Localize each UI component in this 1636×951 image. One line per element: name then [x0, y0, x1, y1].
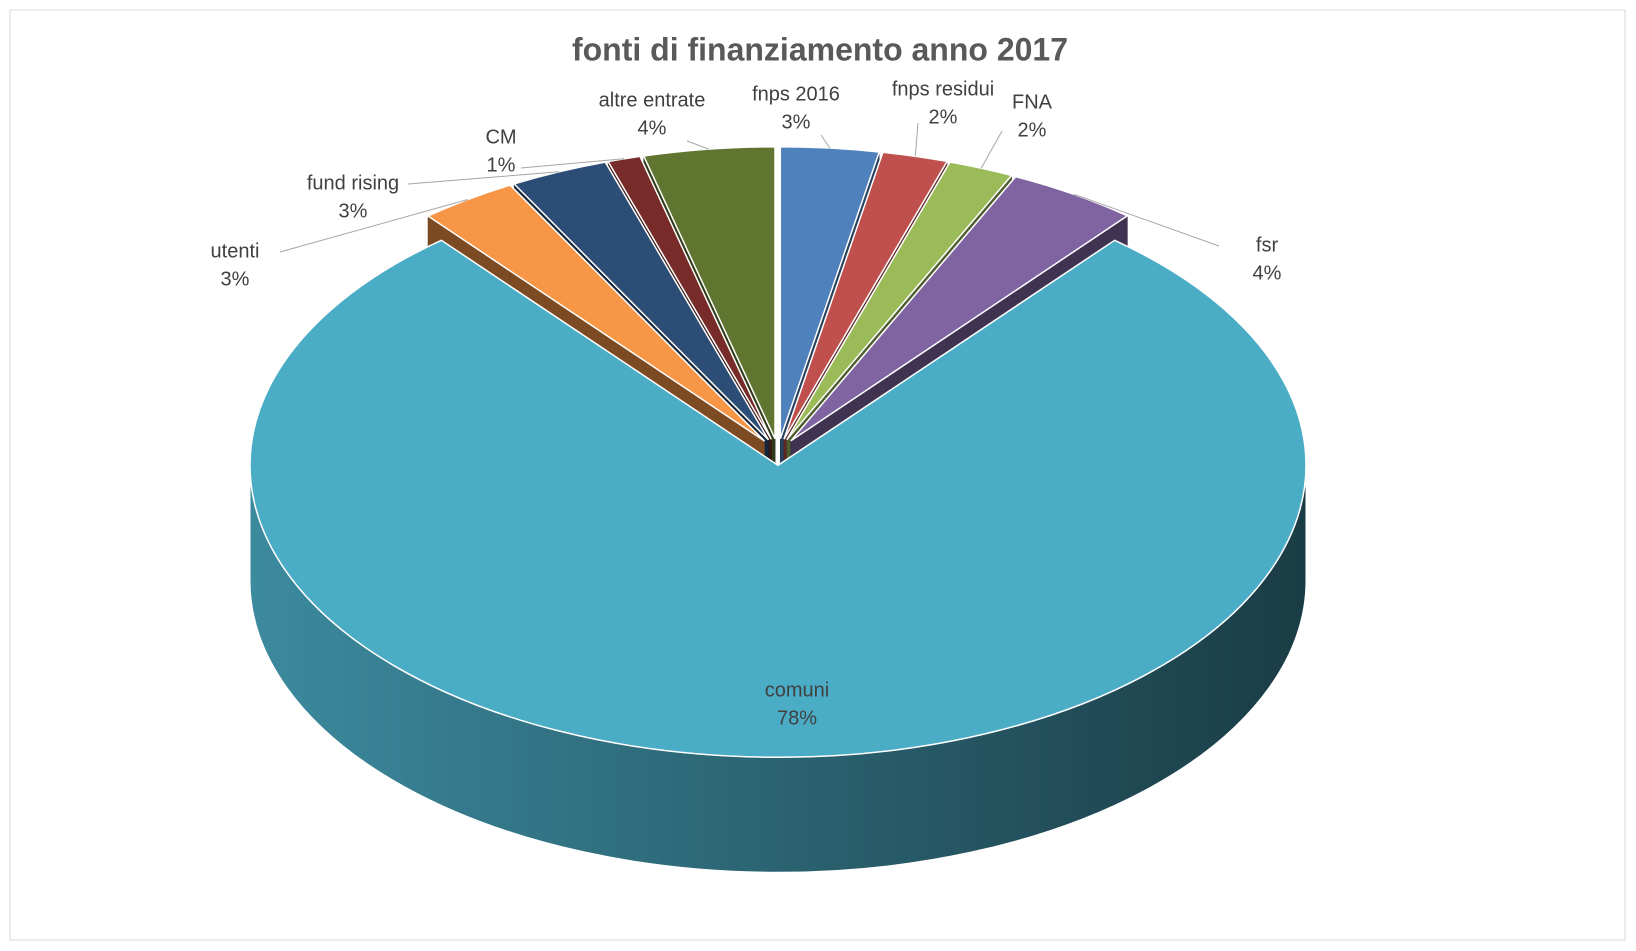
slice-top: [642, 146, 776, 440]
data-label-name: fnps 2016: [752, 83, 840, 105]
data-label-value: 3%: [782, 111, 811, 133]
leader-line: [279, 199, 468, 253]
data-label-value: 4%: [638, 117, 667, 139]
labels: fnps 2016 3% fnps residui 2% FNA 2% fsr 4% comun…: [211, 78, 1282, 729]
data-label-name: fund rising: [307, 172, 399, 194]
data-label-value: 2%: [929, 106, 958, 128]
data-label-name: comuni: [765, 679, 829, 701]
leader-line: [407, 171, 559, 185]
leader-line: [1073, 193, 1220, 247]
data-label-name: altre entrate: [599, 89, 706, 111]
leader-line: [914, 122, 919, 157]
slice: [249, 239, 1307, 873]
slice-top: [790, 175, 1129, 442]
slice-top: [249, 239, 1307, 759]
slice-top: [779, 146, 881, 440]
data-label-name: fsr: [1256, 234, 1279, 256]
data-label-name: fnps residui: [892, 78, 994, 100]
leader-line: [980, 130, 1003, 169]
slice-top: [426, 184, 766, 442]
pie: [249, 146, 1307, 873]
data-label-value: 2%: [1018, 119, 1047, 141]
data-label-value: 3%: [339, 200, 368, 222]
data-label-value: 78%: [777, 707, 817, 729]
chart-title: fonti di finanziamento anno 2017: [572, 31, 1068, 67]
data-label-name: CM: [485, 126, 516, 148]
leader-line: [520, 158, 625, 169]
data-label-value: 4%: [1253, 262, 1282, 284]
data-label-name: utenti: [211, 240, 260, 262]
data-label-value: 3%: [221, 268, 250, 290]
data-label-value: 1%: [487, 154, 516, 176]
leader-line: [820, 134, 831, 149]
data-label-name: FNA: [1012, 91, 1053, 113]
leader-line: [686, 140, 709, 150]
